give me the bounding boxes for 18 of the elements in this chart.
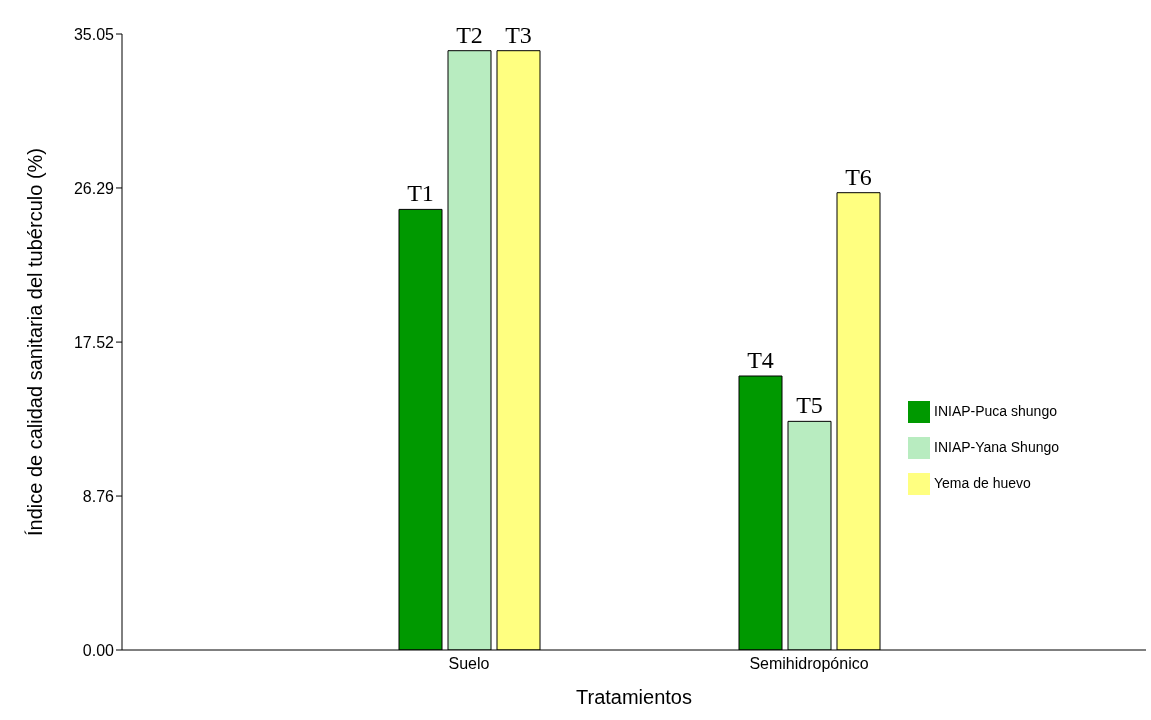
data-label: T1: [407, 180, 434, 207]
x-tick-label: Suelo: [448, 655, 490, 673]
data-label: T5: [796, 392, 823, 419]
x-tick-label: Semihidropónico: [749, 655, 869, 673]
y-tick-label: 17.52: [73, 333, 115, 351]
data-label: T4: [747, 347, 774, 374]
data-label: T3: [505, 21, 532, 48]
legend-label: INIAP-Puca shungo: [934, 403, 1057, 419]
x-axis-title: Tratamientos: [576, 686, 692, 708]
legend-label: INIAP-Yana Shungo: [934, 439, 1060, 455]
legend-label: Yema de huevo: [934, 475, 1031, 491]
y-tick-label: 8.76: [82, 487, 115, 505]
y-tick-label: 26.29: [73, 179, 115, 197]
data-label: T6: [845, 163, 872, 190]
data-label: T2: [456, 21, 483, 48]
y-tick-label: 35.05: [73, 25, 115, 43]
y-tick-label: 0.00: [82, 641, 115, 659]
y-axis-title: Índice de calidad sanitaria del tubérculo (%): [24, 148, 47, 536]
